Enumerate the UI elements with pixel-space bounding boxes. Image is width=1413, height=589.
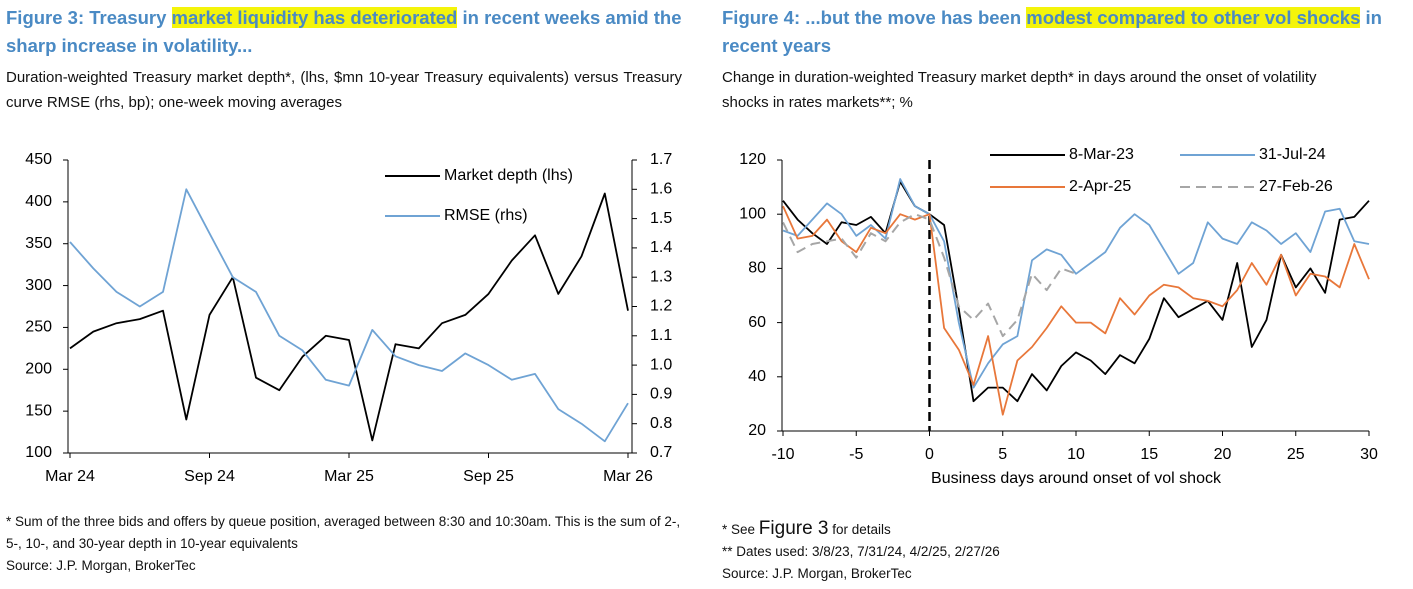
x-tick-label: 5 xyxy=(998,446,1007,463)
title-part: Figure 3: Treasury xyxy=(6,7,167,28)
series-line xyxy=(782,213,1077,338)
y2-tick-label: 1.0 xyxy=(650,356,672,373)
y-tick-label: 60 xyxy=(748,314,766,331)
y-tick-label: 200 xyxy=(25,361,52,378)
series-line xyxy=(782,205,1370,416)
x-tick-label: -10 xyxy=(771,446,794,463)
footnote-part: for details xyxy=(832,522,891,537)
y-tick-label: 250 xyxy=(25,319,52,336)
chart-title: Figure 3: Treasury market liquidity has … xyxy=(6,4,696,60)
x-tick-label: Sep 25 xyxy=(463,468,514,485)
y2-tick-label: 1.5 xyxy=(650,210,672,227)
y2-tick-label: 1.6 xyxy=(650,181,672,198)
y2-tick-label: 1.1 xyxy=(650,327,672,344)
x-tick-label: 15 xyxy=(1140,446,1158,463)
y-tick-label: 150 xyxy=(25,402,52,419)
title-highlight: market liquidity has deteriorated xyxy=(171,7,458,28)
y-tick-label: 100 xyxy=(25,444,52,461)
legend-label: 2-Apr-25 xyxy=(1069,178,1131,195)
x-tick-label: Sep 24 xyxy=(184,468,235,485)
footnote-part: Figure 3 xyxy=(758,518,829,539)
footnote: Source: J.P. Morgan, BrokerTec xyxy=(722,566,912,581)
series-line xyxy=(782,178,1370,389)
y-tick-label: 400 xyxy=(25,193,52,210)
chart-subtitle: Change in duration-weighted Treasury mar… xyxy=(722,69,1317,111)
y2-tick-label: 0.7 xyxy=(650,444,672,461)
title-part: Figure 4: ...but the move has been xyxy=(722,7,1022,28)
y2-tick-label: 1.7 xyxy=(650,151,672,168)
chart-subtitle: Duration-weighted Treasury market depth*… xyxy=(6,69,682,111)
footnote-part: * See xyxy=(722,522,756,537)
x-tick-label: 25 xyxy=(1287,446,1305,463)
legend-label: RMSE (rhs) xyxy=(444,207,528,224)
x-tick-label: Mar 26 xyxy=(603,468,653,485)
footnote: ** Dates used: 3/8/23, 7/31/24, 4/2/25, … xyxy=(722,544,1000,559)
series-line xyxy=(782,180,1370,403)
title-part: in recent years xyxy=(722,7,1382,56)
y2-tick-label: 0.8 xyxy=(650,415,672,432)
y2-tick-label: 1.4 xyxy=(650,239,672,256)
series-line xyxy=(69,192,629,442)
legend-label: Market depth (lhs) xyxy=(444,167,573,184)
footnote: * See Figure 3 for details xyxy=(722,518,1402,541)
x-tick-label: 0 xyxy=(925,446,934,463)
y2-tick-label: 1.3 xyxy=(650,268,672,285)
y-tick-label: 40 xyxy=(748,368,766,385)
title-part: in recent weeks amid the sharp increase … xyxy=(6,7,682,56)
y-tick-label: 20 xyxy=(748,422,766,439)
title-highlight: modest compared to other vol shocks xyxy=(1026,7,1361,28)
y-tick-label: 300 xyxy=(25,277,52,294)
legend-label: 27-Feb-26 xyxy=(1259,178,1333,195)
footnotes: * See Figure 3 for details ** Dates used… xyxy=(722,518,1402,585)
y-tick-label: 120 xyxy=(739,151,766,168)
legend-label: 8-Mar-23 xyxy=(1069,146,1134,163)
x-tick-label: -5 xyxy=(849,446,863,463)
y-tick-label: 100 xyxy=(739,205,766,222)
y-tick-label: 350 xyxy=(25,235,52,252)
footnote: Source: J.P. Morgan, BrokerTec xyxy=(6,558,196,573)
series-line xyxy=(69,188,629,443)
chart-title: Figure 4: ...but the move has been modes… xyxy=(722,4,1412,60)
x-axis-title: Business days around onset of vol shock xyxy=(931,470,1222,487)
y2-tick-label: 0.9 xyxy=(650,386,672,403)
legend-label: 31-Jul-24 xyxy=(1259,146,1326,163)
x-tick-label: Mar 25 xyxy=(324,468,374,485)
footnote: * Sum of the three bids and offers by qu… xyxy=(6,514,681,551)
footnotes: * Sum of the three bids and offers by qu… xyxy=(6,511,691,577)
x-tick-label: 10 xyxy=(1067,446,1085,463)
x-tick-label: 30 xyxy=(1360,446,1378,463)
x-tick-label: 20 xyxy=(1214,446,1232,463)
x-tick-label: Mar 24 xyxy=(45,468,95,485)
y-tick-label: 80 xyxy=(748,260,766,277)
y2-tick-label: 1.2 xyxy=(650,298,672,315)
y-tick-label: 450 xyxy=(25,151,52,168)
